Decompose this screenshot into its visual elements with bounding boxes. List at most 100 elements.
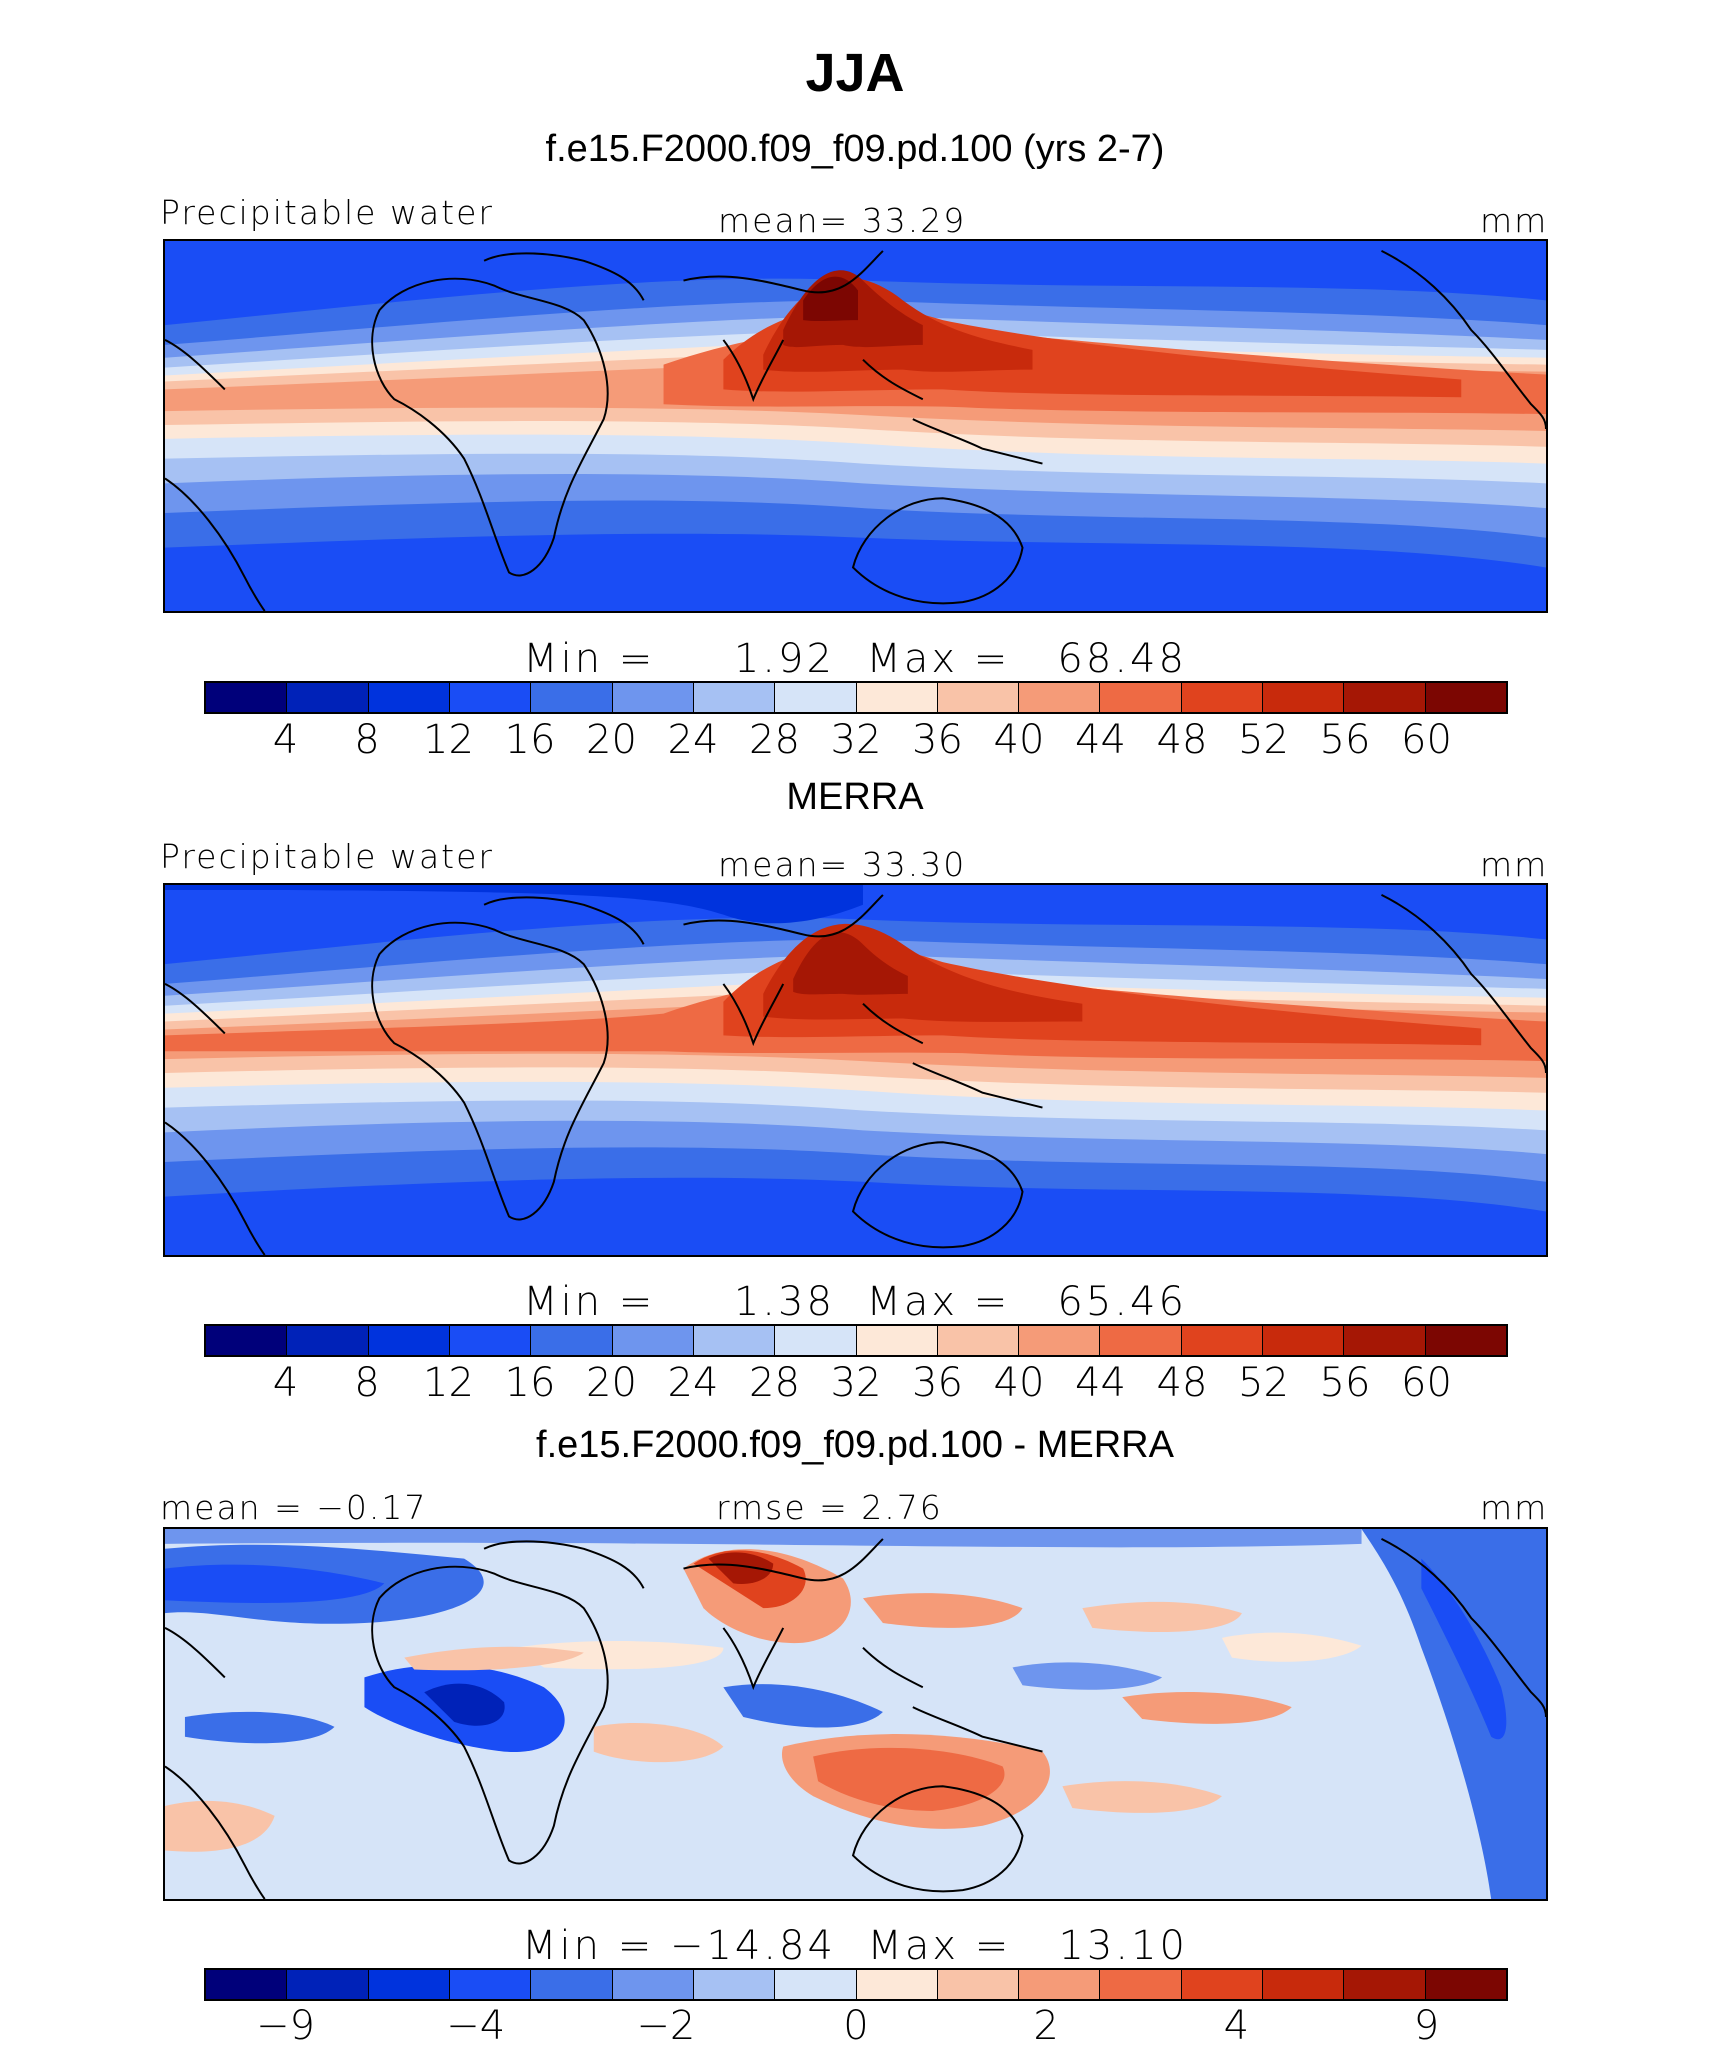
colorbar-tick-label: 36 — [912, 717, 963, 763]
colorbar-tick-label: 56 — [1319, 717, 1371, 763]
colorbar-cell-1 — [206, 1326, 288, 1355]
colorbar-tick-label: 48 — [1156, 717, 1208, 763]
panel1-max-label: Max = 68.48 — [866, 636, 1187, 682]
colorbar-tick-label: 60 — [1401, 1360, 1452, 1406]
colorbar-tick-label: 52 — [1238, 1360, 1289, 1406]
colorbar-tick-label: 20 — [586, 717, 637, 763]
panel1-mean-label: mean= 33.29 — [718, 201, 967, 240]
colorbar-cell-10 — [937, 1970, 1020, 1999]
colorbar-cell-13 — [1181, 683, 1264, 712]
colorbar-tick-label: 32 — [830, 1360, 882, 1406]
colorbar-cell-15 — [1344, 1970, 1426, 1999]
panel3-min-label: Min = −14.84 — [522, 1923, 836, 1969]
panel2-colorbar-ticks: 4 8 12 16 20 24 28 32 36 40 44 48 52 56 60 — [0, 1360, 1710, 1410]
colorbar-tick-label: 28 — [749, 717, 800, 763]
panel2-units-label: mm — [1480, 845, 1549, 884]
colorbar-tick-label: 12 — [423, 717, 474, 763]
colorbar-cell-6 — [612, 1970, 694, 1999]
colorbar-cell-9 — [856, 1326, 938, 1355]
colorbar-cell-12 — [1100, 683, 1182, 712]
panel2-mean-label: mean= 33.30 — [718, 845, 967, 884]
colorbar-cell-5 — [531, 683, 613, 712]
colorbar-tick-label: −4 — [446, 2003, 506, 2049]
panel2-minmax: Min = 1.38 Max = 65.46 — [0, 1279, 1710, 1325]
colorbar-tick-label: 48 — [1156, 1360, 1208, 1406]
panel1-min-label: Min = 1.92 — [523, 636, 835, 682]
colorbar-cell-8 — [775, 1326, 857, 1355]
panel2-left-label: Precipitable water — [160, 837, 494, 876]
colorbar-tick-label: 8 — [354, 717, 380, 763]
panel1-minmax: Min = 1.92 Max = 68.48 — [0, 636, 1710, 682]
panel3-colorbar — [204, 1968, 1508, 2001]
colorbar-cell-11 — [1019, 1970, 1101, 1999]
colorbar-cell-9 — [856, 1970, 938, 1999]
panel3-minmax: Min = −14.84 Max = 13.10 — [0, 1923, 1710, 1969]
panel3-colorbar-ticks: −9 −4 −2 0 2 4 9 — [0, 2003, 1710, 2049]
colorbar-cell-15 — [1344, 1326, 1426, 1355]
colorbar-tick-label: 60 — [1401, 717, 1452, 763]
panel3-max-label: Max = 13.10 — [867, 1923, 1188, 1969]
colorbar-tick-label: 16 — [504, 717, 556, 763]
colorbar-cell-3 — [368, 1326, 450, 1355]
colorbar-tick-label: 28 — [749, 1360, 800, 1406]
panel2-min-label: Min = 1.38 — [523, 1279, 835, 1325]
panel3-mean-label: mean = −0.17 — [160, 1488, 428, 1527]
panel2-colorbar — [204, 1324, 1508, 1357]
colorbar-cell-7 — [693, 1326, 776, 1355]
colorbar-cell-14 — [1263, 683, 1345, 712]
colorbar-tick-label: 24 — [667, 1360, 719, 1406]
panel1-colorbar-ticks: 4 8 12 16 20 24 28 32 36 40 44 48 52 56 60 — [0, 717, 1710, 767]
colorbar-cell-3 — [368, 683, 450, 712]
colorbar-cell-7 — [693, 1970, 776, 1999]
panel3-units-label: mm — [1480, 1488, 1549, 1527]
colorbar-cell-16 — [1425, 1970, 1506, 1999]
colorbar-cell-11 — [1019, 1326, 1101, 1355]
colorbar-cell-8 — [775, 683, 857, 712]
panel3-case-title: f.e15.F2000.f09_f09.pd.100 - MERRA — [536, 1424, 1174, 1466]
colorbar-tick-label: 0 — [843, 2003, 869, 2049]
colorbar-cell-5 — [531, 1326, 613, 1355]
panel1-left-label: Precipitable water — [160, 193, 494, 232]
colorbar-cell-4 — [449, 683, 532, 712]
colorbar-tick-label: 36 — [912, 1360, 963, 1406]
colorbar-tick-label: 24 — [667, 717, 719, 763]
panel1-colorbar — [204, 681, 1508, 714]
panel1-units-label: mm — [1480, 201, 1549, 240]
colorbar-cell-16 — [1425, 683, 1506, 712]
colorbar-cell-6 — [612, 1326, 694, 1355]
panel1-map — [163, 239, 1548, 613]
colorbar-tick-label: 40 — [993, 717, 1045, 763]
panel2-case-title: MERRA — [786, 776, 924, 818]
colorbar-cell-4 — [449, 1326, 532, 1355]
colorbar-tick-label: 20 — [586, 1360, 637, 1406]
panel1-case-title: f.e15.F2000.f09_f09.pd.100 (yrs 2-7) — [545, 128, 1165, 170]
colorbar-cell-13 — [1181, 1326, 1264, 1355]
panel3-rmse-label: rmse = 2.76 — [716, 1488, 943, 1527]
colorbar-cell-2 — [287, 683, 369, 712]
colorbar-tick-label: 4 — [272, 1360, 299, 1406]
colorbar-cell-2 — [287, 1970, 369, 1999]
colorbar-cell-1 — [206, 683, 288, 712]
colorbar-tick-label: 9 — [1413, 2003, 1440, 2049]
colorbar-tick-label: −9 — [256, 2003, 315, 2049]
colorbar-tick-label: 56 — [1319, 1360, 1371, 1406]
colorbar-cell-12 — [1100, 1326, 1182, 1355]
panel2-map — [163, 883, 1548, 1257]
colorbar-cell-9 — [856, 683, 938, 712]
panel2-max-label: Max = 65.46 — [866, 1279, 1187, 1325]
colorbar-cell-2 — [287, 1326, 369, 1355]
colorbar-cell-10 — [937, 1326, 1020, 1355]
colorbar-cell-1 — [206, 1970, 288, 1999]
colorbar-tick-label: 44 — [1075, 717, 1126, 763]
colorbar-cell-14 — [1263, 1970, 1345, 1999]
colorbar-tick-label: −2 — [636, 2003, 696, 2049]
colorbar-tick-label: 44 — [1075, 1360, 1126, 1406]
colorbar-cell-4 — [449, 1970, 532, 1999]
colorbar-cell-5 — [531, 1970, 613, 1999]
colorbar-cell-7 — [693, 683, 776, 712]
colorbar-tick-label: 16 — [504, 1360, 556, 1406]
colorbar-tick-label: 52 — [1238, 717, 1289, 763]
figure-title: JJA — [805, 43, 905, 103]
colorbar-cell-3 — [368, 1970, 450, 1999]
colorbar-tick-label: 4 — [272, 717, 299, 763]
